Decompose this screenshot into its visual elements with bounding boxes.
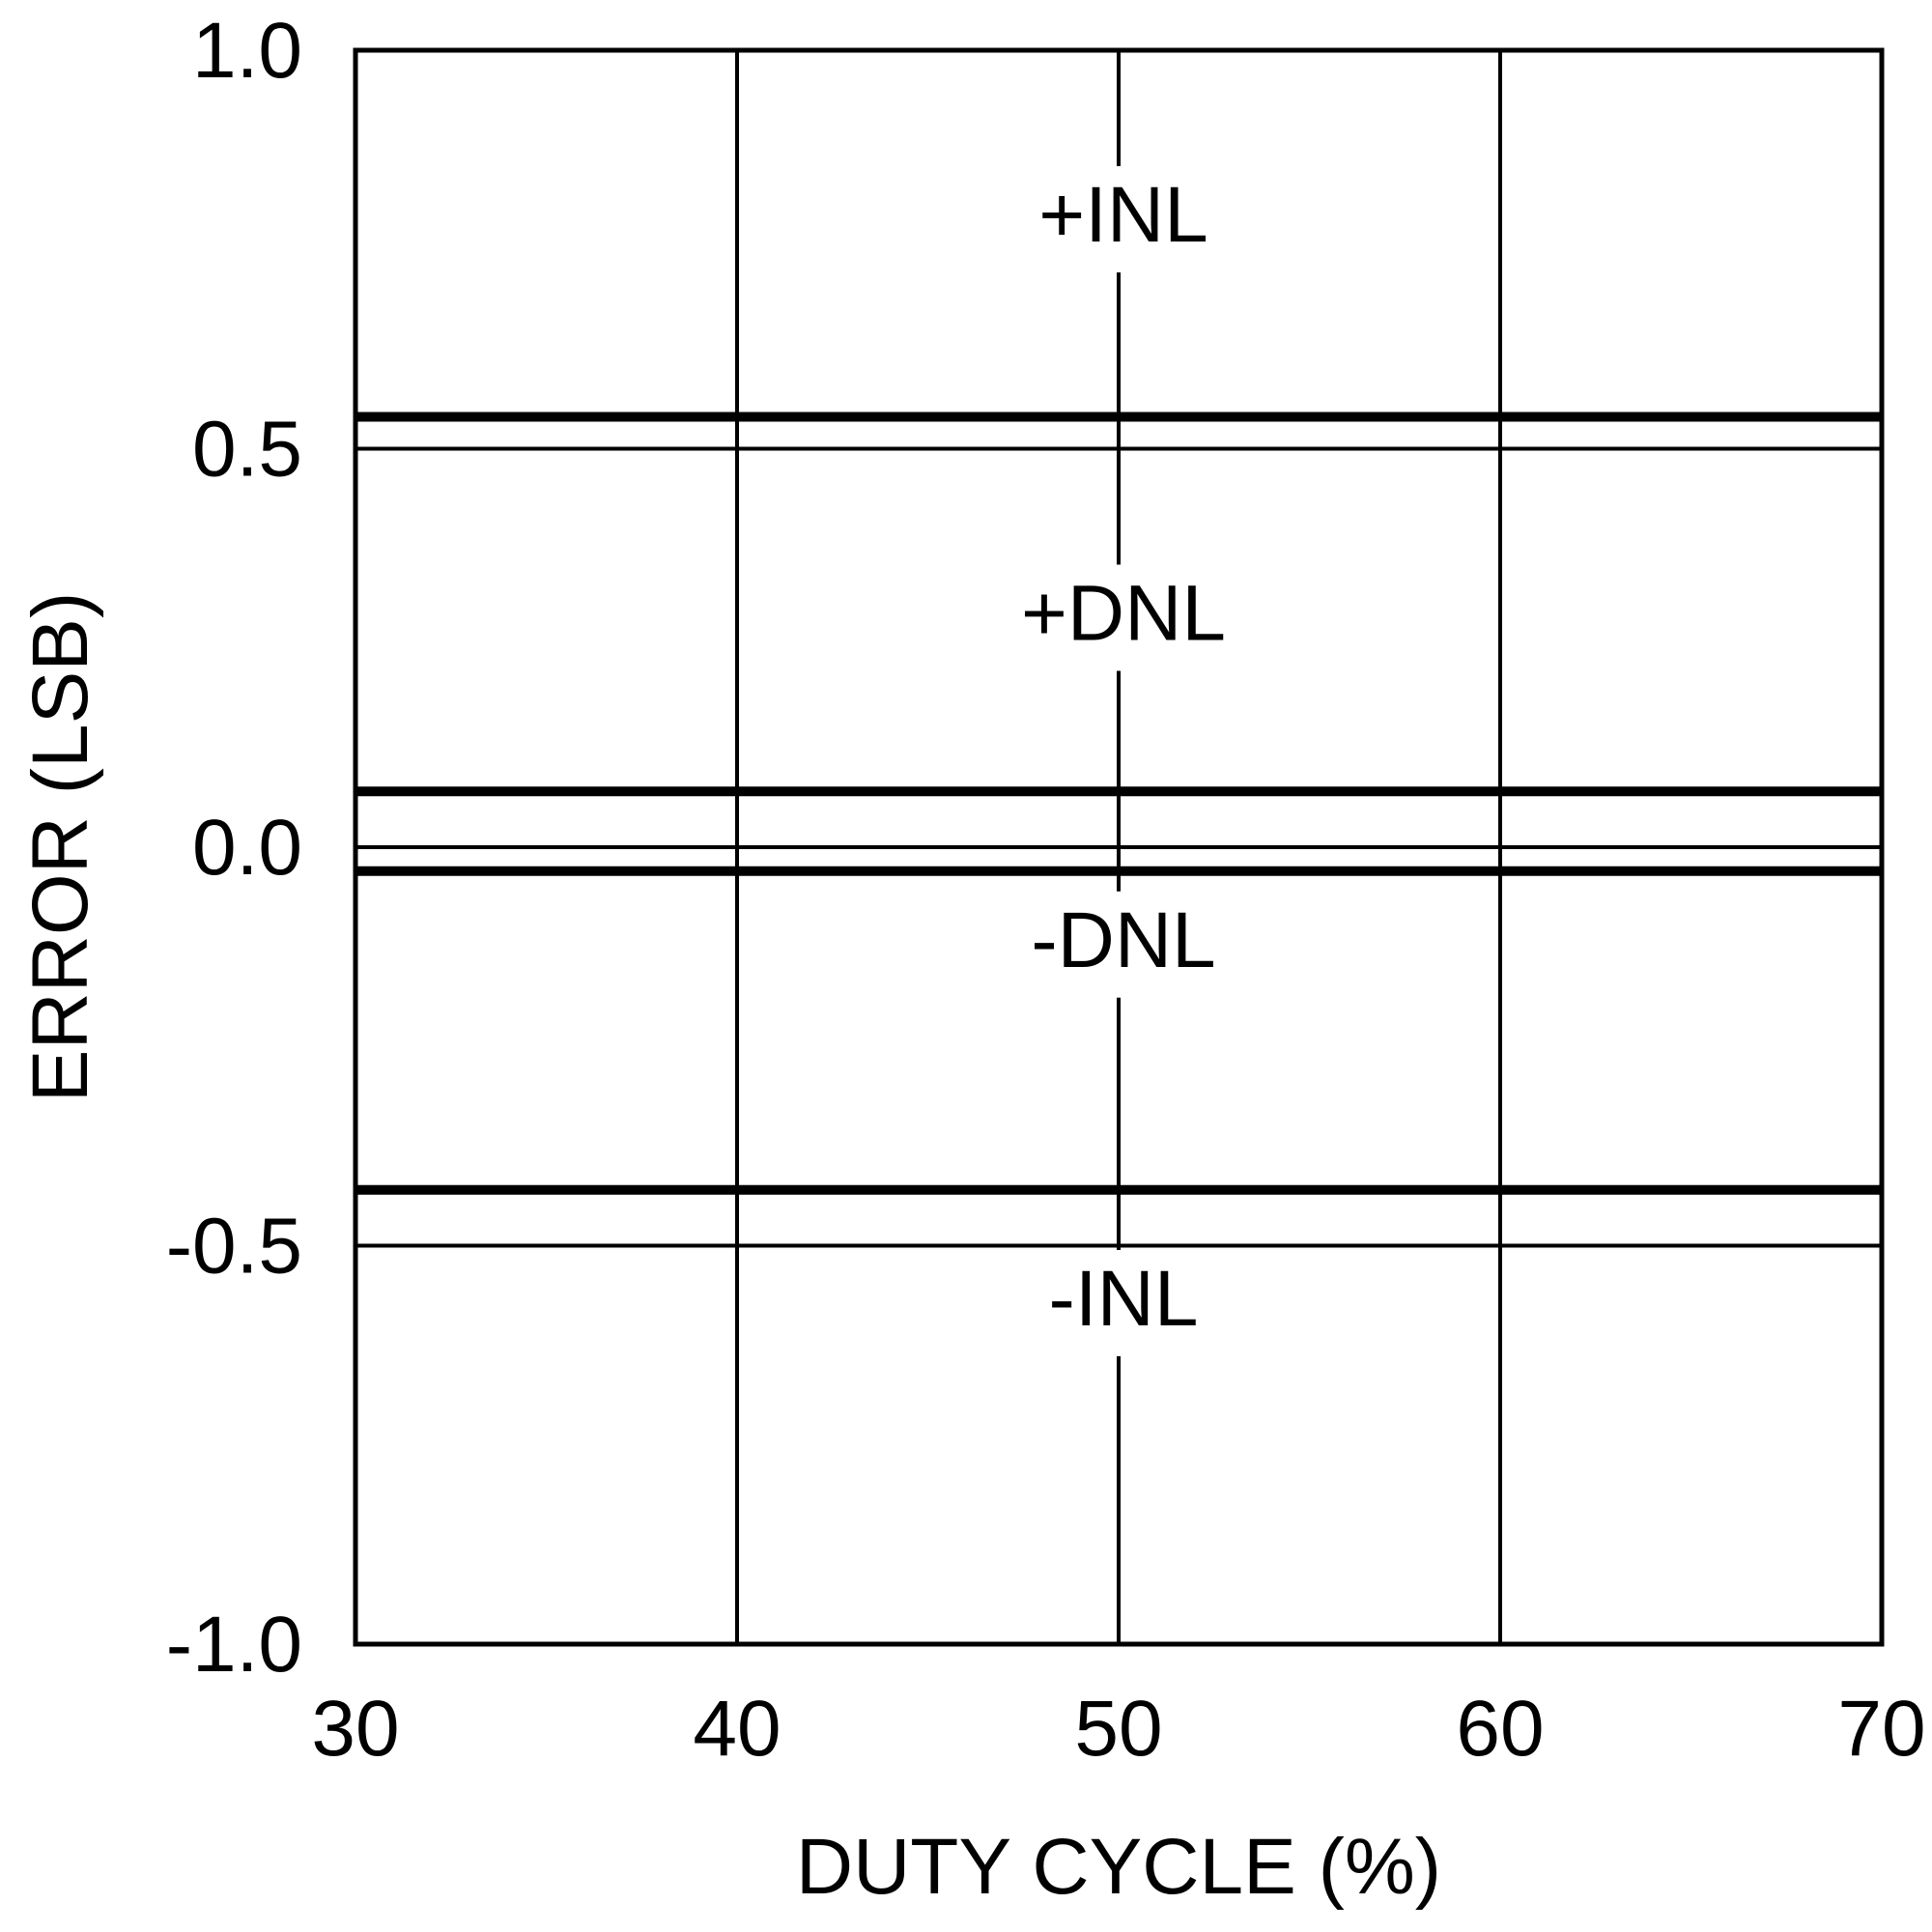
series-labels: +INL +DNL -DNL -INL <box>1003 166 1235 1356</box>
x-tick-label: 60 <box>1456 1685 1544 1773</box>
plot-frame <box>353 47 1885 1647</box>
series-label: -DNL <box>1031 896 1215 984</box>
x-tick-label: 50 <box>1074 1685 1162 1773</box>
x-tick-label: 40 <box>693 1685 781 1773</box>
series-label: -INL <box>1049 1255 1199 1343</box>
series-label: +INL <box>1038 171 1208 259</box>
series-label: +DNL <box>1021 570 1226 658</box>
y-tick-label: -0.5 <box>166 1203 302 1291</box>
y-tick-label: -1.0 <box>166 1601 302 1689</box>
series-label-bg <box>1003 891 1235 998</box>
x-tick-labels: 30 40 50 60 70 <box>311 1685 1925 1773</box>
x-tick-label: 30 <box>311 1685 399 1773</box>
y-tick-label: 1.0 <box>192 7 302 95</box>
x-tick-label: 70 <box>1837 1685 1925 1773</box>
grid <box>355 50 1882 1644</box>
series-label-bg <box>1003 1250 1235 1356</box>
y-axis-title: ERROR (LSB) <box>16 592 104 1103</box>
x-axis-title: DUTY CYCLE (%) <box>796 1823 1441 1911</box>
y-tick-labels: 1.0 0.5 0.0 -0.5 -1.0 <box>166 7 302 1689</box>
series-label-bg <box>1003 564 1235 671</box>
y-tick-label: 0.0 <box>192 804 302 892</box>
series-label-bg <box>1003 166 1235 272</box>
series-lines <box>355 412 1882 1195</box>
y-tick-label: 0.5 <box>192 406 302 494</box>
